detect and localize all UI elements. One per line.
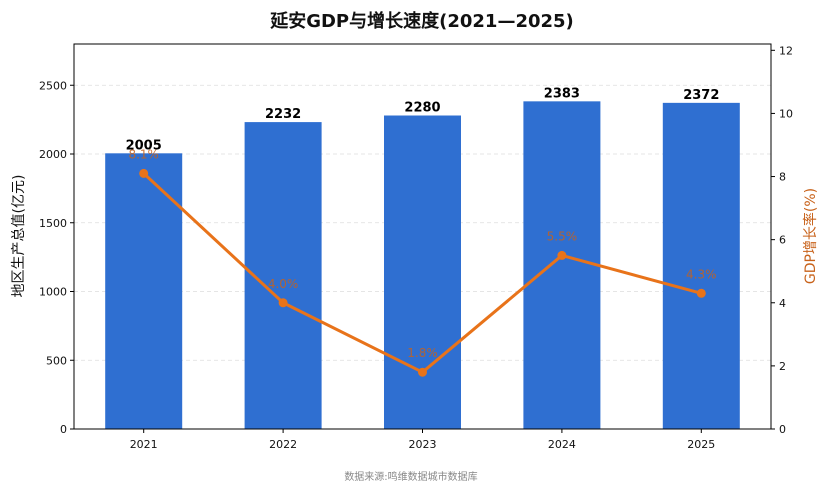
y-tick-label-left: 2500	[39, 79, 67, 92]
axes: 0 500 1000 1500 2000 2500 0 2 4 6 8 10 12 2021 2022 202…	[39, 43, 793, 451]
y-tick-label-right: 8	[779, 171, 786, 184]
growth-point-2024	[557, 250, 567, 260]
bar-2025	[662, 102, 740, 429]
line-series	[139, 168, 706, 377]
y-tick-label-left: 500	[46, 354, 67, 367]
bar-2024	[523, 101, 601, 430]
data-labels: 2005 2232 2280 2383 2372 8.1% 4.0% 1.8% 5.5% 4.3%	[126, 86, 720, 360]
x-tick-label: 2025	[687, 438, 715, 451]
growth-value-label: 5.5%	[547, 229, 578, 243]
x-tick-label: 2023	[409, 438, 437, 451]
x-tick-label: 2021	[130, 438, 158, 451]
growth-point-2022	[278, 298, 288, 308]
growth-value-label: 1.8%	[407, 346, 438, 360]
x-tick-label: 2022	[269, 438, 297, 451]
bar-2023	[384, 115, 461, 429]
growth-point-2025	[696, 288, 706, 298]
y-tick-label-left: 1500	[39, 217, 67, 230]
growth-value-label: 4.3%	[686, 267, 717, 281]
growth-value-label: 4.0%	[268, 277, 299, 291]
y-tick-label-right: 4	[779, 297, 786, 310]
source-note: 数据来源:鸣维数据城市数据库	[344, 470, 477, 483]
bar-value-label: 2383	[544, 86, 580, 101]
growth-point-2021	[139, 168, 149, 178]
y-tick-label-right: 12	[779, 44, 793, 57]
bar-value-label: 2005	[126, 138, 162, 153]
y-tick-label-left: 1000	[39, 286, 67, 299]
y-tick-label-right: 2	[779, 360, 786, 373]
bar-value-label: 2280	[404, 101, 440, 116]
y-tick-label-right: 6	[779, 234, 786, 247]
y-axis-left-label: 地区生产总值(亿元)	[11, 175, 27, 298]
y-tick-label-right: 0	[779, 423, 786, 436]
bar-2021	[105, 153, 183, 429]
y-axis-right-label: GDP增长率(%)	[802, 188, 819, 284]
x-tick-label: 2024	[548, 438, 576, 451]
bar-value-label: 2372	[683, 88, 719, 103]
bar-2022	[244, 122, 322, 429]
y-tick-label-left: 0	[60, 423, 67, 436]
y-tick-label-right: 10	[779, 107, 793, 120]
bar-value-label: 2232	[265, 107, 301, 122]
chart-title: 延安GDP与增长速度(2021—2025)	[269, 10, 574, 32]
y-tick-label-left: 2000	[39, 148, 67, 161]
growth-point-2023	[418, 367, 427, 377]
growth-value-label: 8.1%	[128, 147, 159, 161]
bar-series	[105, 101, 740, 430]
